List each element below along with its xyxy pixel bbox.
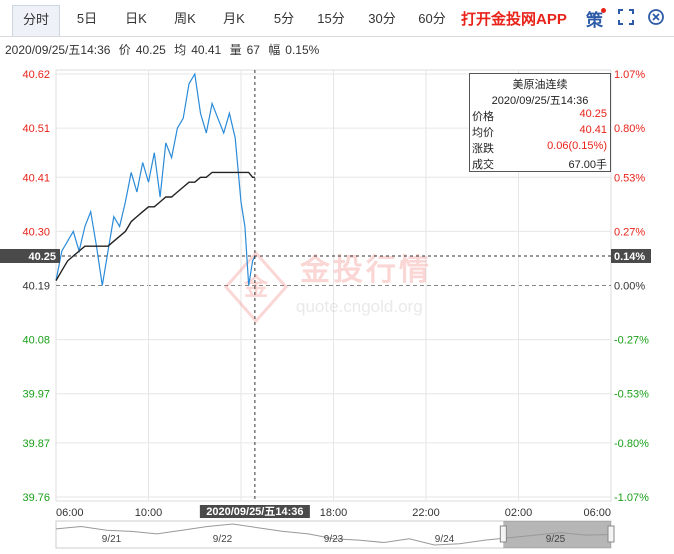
tooltip-price-label: 价格	[472, 111, 494, 123]
tab-5-day[interactable]: 5日	[76, 11, 98, 26]
price-tick-label: 40.30	[22, 226, 50, 238]
info-avg: 40.41	[191, 43, 222, 57]
percent-tick-label: -0.27%	[614, 335, 649, 347]
info-volume-label: 量	[229, 43, 242, 57]
percent-tick-label: 0.53%	[614, 172, 645, 184]
info-price: 40.25	[135, 43, 166, 57]
fullscreen-icon[interactable]	[617, 8, 635, 26]
tooltip-change-value: 0.06(0.15%)	[547, 140, 607, 152]
percent-tick-label: -0.53%	[614, 389, 649, 401]
tab-weekly-k[interactable]: 周K	[174, 11, 196, 26]
price-tick-label: 39.97	[22, 389, 50, 401]
info-volume: 67	[246, 43, 260, 57]
crosshair-time-box	[199, 505, 310, 518]
tab-60-min[interactable]: 60分	[418, 11, 446, 26]
tab-30-min[interactable]: 30分	[368, 11, 396, 26]
tab-5-min[interactable]: 5分	[273, 11, 295, 26]
navigator-line	[55, 523, 612, 546]
percent-tick-label: -0.80%	[614, 438, 649, 450]
tab-daily-k[interactable]: 日K	[125, 11, 147, 26]
time-tick-label: 22:00	[412, 507, 440, 519]
navigator-day-label: 9/23	[324, 534, 344, 545]
price-tick-label: 39.76	[22, 492, 50, 504]
strategy-button[interactable]: 策	[586, 11, 603, 30]
crosshair-pct-label: 0.14%	[614, 251, 645, 263]
time-tick-label: 06:00	[583, 507, 611, 519]
svg-text:金: 金	[243, 273, 269, 301]
info-price-label: 价	[118, 43, 131, 57]
tooltip-datetime: 2020/09/25/五14:36	[491, 95, 589, 107]
info-range: 0.15%	[285, 43, 320, 57]
tooltip-volume-label: 成交	[472, 159, 494, 171]
tab-15-min[interactable]: 15分	[317, 11, 345, 26]
tooltip-panel: 美原油连续 2020/09/25/五14:36 价格 40.25 均价 40.4…	[469, 73, 611, 172]
watermark-logo-icon	[223, 250, 289, 324]
tooltip-row: 成交 67.00手	[470, 156, 610, 172]
percent-axis: 1.07% 0.80% 0.53% 0.27% 0.00% -0.27% -0.53% -0.…	[614, 69, 649, 504]
tab-monthly-k[interactable]: 月K	[223, 11, 245, 26]
tooltip-row: 均价 40.41	[470, 124, 610, 140]
percent-tick-label: 0.00%	[614, 281, 645, 293]
navigator-day-label: 9/21	[102, 534, 122, 545]
price-tick-label: 40.08	[22, 335, 50, 347]
navigator-day-label: 9/24	[435, 534, 455, 545]
tooltip-avg-label: 均价	[472, 127, 494, 139]
info-datetime: 2020/09/25/五14:36	[5, 43, 111, 57]
navigator-handle[interactable]	[499, 525, 507, 543]
time-tick-label: 18:00	[320, 507, 348, 519]
price-tick-label: 40.41	[22, 172, 50, 184]
time-tick-label: 10:00	[135, 507, 163, 519]
tab-intraday[interactable]: 分时	[12, 5, 60, 36]
crosshair-price-box	[0, 248, 60, 263]
average-price-line	[55, 171, 255, 281]
tooltip-row: 价格 40.25	[470, 108, 610, 124]
tooltip-avg-value: 40.41	[579, 124, 607, 136]
tooltip-change-label: 涨跌	[472, 143, 494, 155]
percent-tick-label: 1.07%	[614, 69, 645, 81]
price-tick-label: 40.19	[22, 281, 50, 293]
price-tick-label: 40.62	[22, 69, 50, 81]
tooltip-price-value: 40.25	[579, 108, 607, 120]
time-tick-label: 06:00	[56, 507, 84, 519]
crosshair-time-label: 2020/09/25/五14:36	[206, 505, 303, 518]
price-tick-label: 39.87	[22, 438, 50, 450]
time-tick-label: 14:00	[227, 507, 255, 519]
time-tick-label: 02:00	[505, 507, 533, 519]
percent-tick-label: -1.07%	[614, 492, 649, 504]
price-axis: 40.62 40.51 40.41 40.30 40.19 40.08 39.97 39.87…	[22, 69, 50, 504]
navigator-selection	[503, 521, 611, 548]
close-circle-icon[interactable]	[647, 8, 665, 26]
notification-dot	[601, 8, 606, 13]
watermark: 金 金投行情 quote.cngold.org	[223, 250, 432, 324]
watermark-text: 金投行情	[299, 253, 432, 287]
price-line	[55, 72, 256, 286]
tooltip-volume-value: 67.00手	[568, 159, 607, 171]
info-avg-label: 均	[174, 43, 187, 57]
navigator-frame	[55, 520, 612, 549]
time-axis: 06:00 10:00 14:00 18:00 22:00 02:00 06:00	[56, 507, 611, 519]
watermark-url: quote.cngold.org	[296, 297, 423, 316]
open-app-link[interactable]: 打开金投网APP	[461, 11, 567, 28]
navigator-day-label: 9/22	[213, 534, 233, 545]
crosshair-pct-box	[611, 248, 651, 263]
tooltip-title: 美原油连续	[512, 79, 568, 91]
price-tick-label: 40.51	[22, 123, 50, 135]
crosshair-price-label: 40.25	[28, 251, 56, 263]
percent-tick-label: 0.80%	[614, 123, 645, 135]
percent-tick-label: 0.27%	[614, 226, 645, 238]
info-range-label: 幅	[268, 43, 281, 57]
navigator-handle[interactable]	[607, 525, 615, 543]
quote-info-line: 2020/09/25/五14:36 价 40.25 均 40.41 量 67 幅 0.1…	[5, 41, 324, 58]
time-navigator: 9/21 9/22 9/23 9/24 9/25	[55, 520, 615, 549]
navigator-day-label: 9/25	[546, 534, 566, 545]
tooltip-row: 涨跌 0.06(0.15%)	[470, 140, 610, 156]
period-tab-bar: 分时 5日 日K 周K 月K 5分 15分 30分 60分 打开金投网APP 策	[0, 0, 674, 37]
